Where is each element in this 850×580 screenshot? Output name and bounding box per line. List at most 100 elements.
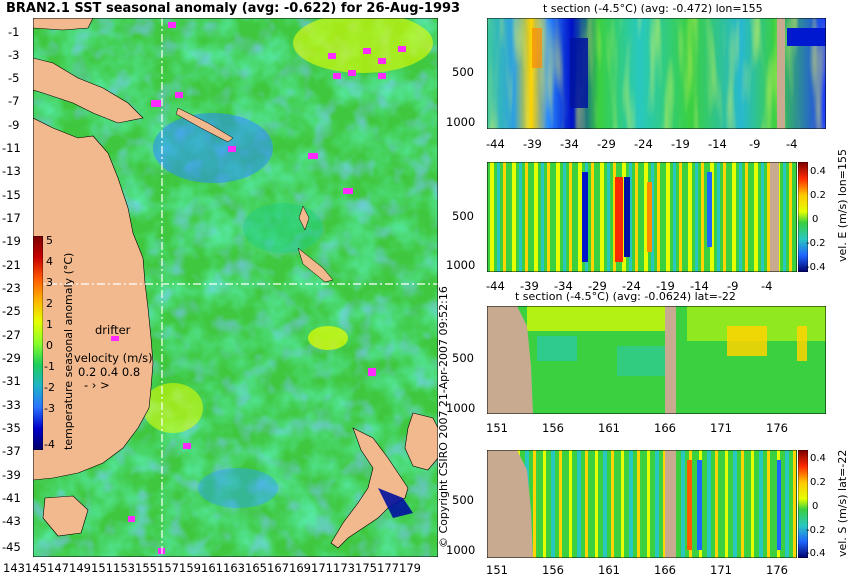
section1-title: t section (-4.5°C) (avg: -0.472) lon=155 — [543, 2, 763, 15]
section2-x-tick: -24 — [622, 279, 641, 293]
lat-tick: -33 — [2, 398, 21, 412]
lon-tick: 157 — [157, 561, 179, 575]
section4-x-tick: 171 — [710, 563, 732, 577]
lon-tick: 165 — [245, 561, 267, 575]
map-title: BRAN2.1 SST seasonal anomaly (avg: -0.62… — [6, 1, 461, 16]
section2-y-tick: 1000 — [446, 258, 476, 272]
lon-tick: 161 — [201, 561, 223, 575]
section3-x-tick: 166 — [654, 421, 676, 435]
lat-tick: -17 — [2, 211, 21, 225]
lat-tick: -35 — [2, 421, 21, 435]
section2-cbar-tick: 0.2 — [810, 190, 826, 201]
section2-x-tick: -9 — [727, 279, 739, 293]
lat-tick: -25 — [2, 304, 21, 318]
section3-heatmap — [487, 306, 826, 414]
lon-tick: 153 — [113, 561, 135, 575]
section4-cbar-tick: 0.2 — [810, 477, 826, 488]
section4-x-tick: 156 — [542, 563, 564, 577]
section1-y-tick: 1000 — [446, 115, 476, 129]
colorbar-tick: 0 — [46, 339, 53, 352]
section1-x-tick: -34 — [560, 137, 579, 151]
section1-x-tick: -14 — [708, 137, 727, 151]
section2-x-tick: -19 — [656, 279, 675, 293]
sst-anomaly-map — [33, 18, 438, 557]
section2-cbar-tick: 0 — [812, 214, 819, 225]
lat-tick: -7 — [8, 94, 20, 108]
colorbar-tick: -3 — [44, 402, 55, 415]
section2-x-tick: -39 — [520, 279, 539, 293]
colorbar-tick: 3 — [46, 276, 53, 289]
lat-tick: -31 — [2, 374, 21, 388]
lat-tick: -5 — [8, 71, 20, 85]
section1-x-tick: -29 — [597, 137, 616, 151]
section4-heatmap — [487, 450, 797, 558]
lon-tick: 177 — [377, 561, 399, 575]
velocity-legend-scale: 0.2 0.4 0.8 — [78, 365, 141, 379]
section3-title: t section (-4.5°C) (avg: -0.0624) lat=-2… — [515, 290, 736, 303]
lat-tick: -19 — [2, 234, 21, 248]
drifter-label: drifter — [95, 323, 131, 337]
colorbar-tick: -1 — [44, 360, 55, 373]
lon-tick: 173 — [333, 561, 355, 575]
map-colorbar — [33, 236, 43, 450]
lat-tick: -45 — [2, 540, 21, 554]
section4-x-tick: 161 — [598, 563, 620, 577]
section4-y-tick: 1000 — [446, 543, 476, 557]
lon-tick: 145 — [25, 561, 47, 575]
lon-tick: 147 — [47, 561, 69, 575]
lat-tick: -11 — [2, 141, 21, 155]
lon-tick: 159 — [179, 561, 201, 575]
section1-x-tick: -39 — [523, 137, 542, 151]
lat-tick: -15 — [2, 188, 21, 202]
section2-cbar-tick: -0.4 — [806, 262, 826, 273]
lon-tick: 167 — [267, 561, 289, 575]
section4-x-tick: 166 — [654, 563, 676, 577]
colorbar-tick: 4 — [46, 255, 53, 268]
section4-colorbar-label: vel. S (m/s) lat=-22 — [836, 449, 849, 557]
section1-x-tick: -19 — [671, 137, 690, 151]
lat-tick: -9 — [8, 118, 20, 132]
section3-x-tick: 176 — [766, 421, 788, 435]
lon-tick: 179 — [399, 561, 421, 575]
section1-y-tick: 500 — [452, 65, 474, 79]
section2-x-tick: -14 — [690, 279, 709, 293]
section4-cbar-tick: 0 — [812, 501, 819, 512]
colorbar-tick: -2 — [44, 381, 55, 394]
copyright-notice: © Copyright CSIRO 2007 21-Apr-2007 09:52… — [437, 286, 450, 548]
section4-y-tick: 500 — [452, 493, 474, 507]
lat-tick: -39 — [2, 468, 21, 482]
lon-tick: 151 — [91, 561, 113, 575]
section2-colorbar-label: vel. E (m/s) lon=155 — [836, 149, 849, 262]
velocity-legend-title: velocity (m/s) — [74, 351, 153, 365]
lat-tick: -27 — [2, 328, 21, 342]
section1-x-tick: -44 — [486, 137, 505, 151]
section4-cbar-tick: -0.2 — [806, 525, 826, 536]
section2-x-tick: -34 — [554, 279, 573, 293]
section2-cbar-tick: -0.2 — [806, 238, 826, 249]
section2-x-tick: -29 — [588, 279, 607, 293]
lon-tick: 169 — [289, 561, 311, 575]
lat-tick: -21 — [2, 258, 21, 272]
section4-x-tick: 151 — [486, 563, 508, 577]
section4-cbar-tick: -0.4 — [806, 548, 826, 559]
lat-tick: -23 — [2, 281, 21, 295]
section4-cbar-tick: 0.4 — [810, 453, 826, 464]
section2-heatmap — [487, 162, 797, 272]
lon-tick: 155 — [135, 561, 157, 575]
section3-x-tick: 161 — [598, 421, 620, 435]
section2-x-tick: -4 — [761, 279, 773, 293]
section4-x-tick: 176 — [766, 563, 788, 577]
lat-tick: -41 — [2, 491, 21, 505]
lat-tick: -13 — [2, 164, 21, 178]
section1-x-tick: -9 — [749, 137, 761, 151]
section2-cbar-tick: 0.4 — [810, 166, 826, 177]
lat-tick: -43 — [2, 514, 21, 528]
colorbar-tick: 5 — [46, 234, 53, 247]
colorbar-tick: 2 — [46, 297, 53, 310]
section2-y-tick: 500 — [452, 209, 474, 223]
section2-x-tick: -44 — [486, 279, 505, 293]
section1-x-tick: -4 — [786, 137, 798, 151]
lon-tick: 143 — [3, 561, 25, 575]
section3-x-tick: 151 — [486, 421, 508, 435]
section3-y-tick: 1000 — [446, 401, 476, 415]
